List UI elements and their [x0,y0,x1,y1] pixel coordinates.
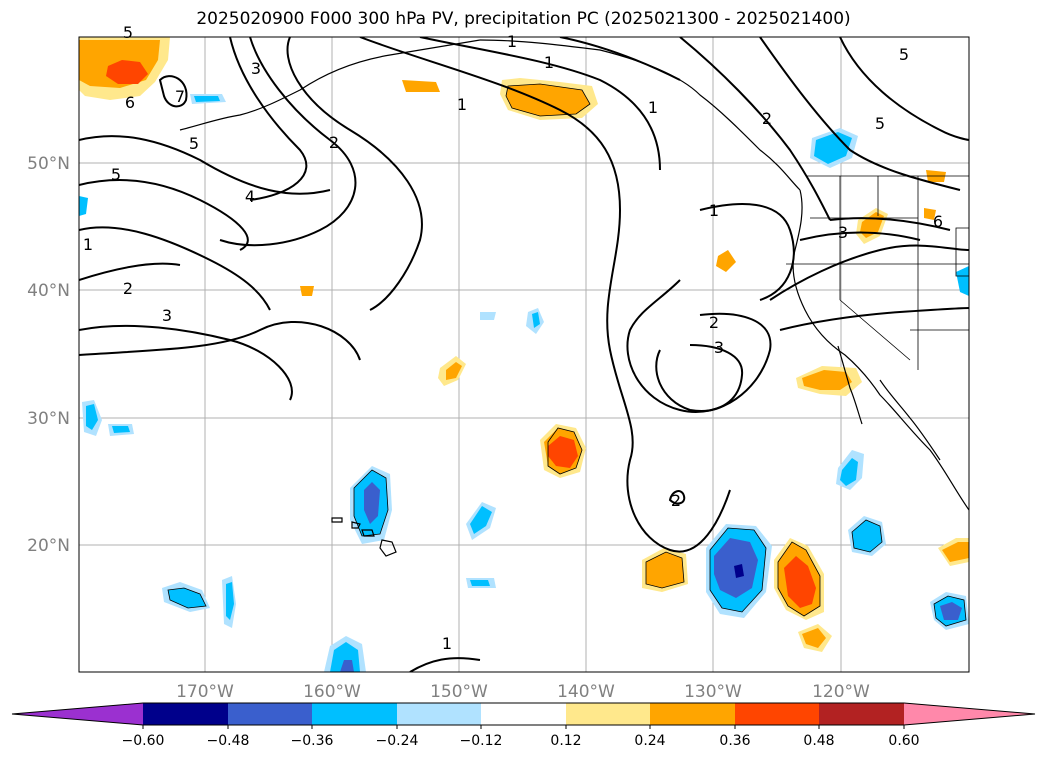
contour-label: 2 [709,313,719,332]
colorbar-tick-label: −0.36 [291,733,334,749]
political-borders [786,175,969,370]
colorbar-segment [397,703,481,725]
lat-label-50: 50°N [27,154,70,174]
colorbar-segment [312,703,397,725]
pv-contour-labels: 5 6 7 3 5 5 4 2 1 2 3 1 1 1 1 2 5 5 1 3 6 2 3 2 1 [83,23,943,653]
contour-label: 1 [83,235,93,254]
contour-label: 2 [671,491,681,510]
contour-label: 1 [709,201,719,220]
precipitation-contour-outlines [167,83,967,627]
contour-label: 7 [175,87,185,106]
colorbar: −0.60 −0.48 −0.36 −0.24 −0.12 0.12 0.24 0.36 0.4… [11,702,1036,749]
colorbar-segment [143,703,228,725]
contour-label: 2 [762,109,772,128]
longitude-labels: 170°W 160°W 150°W 140°W 130°W 120°W [176,682,870,702]
contour-label: 1 [457,95,467,114]
contour-label: 2 [329,133,339,152]
lon-label-130w: 130°W [684,682,742,702]
colorbar-segment [481,703,566,725]
colorbar-segment [566,703,650,725]
colorbar-tick-label: −0.24 [376,733,419,749]
colorbar-tick-label: 0.24 [634,733,665,749]
contour-label: 4 [245,187,255,206]
contour-label: 5 [111,165,121,184]
contour-label: 6 [933,212,943,231]
colorbar-tick-label: 0.36 [719,733,750,749]
lon-label-160w: 160°W [303,682,361,702]
colorbar-tick-label: −0.12 [460,733,503,749]
lat-label-40: 40°N [27,281,70,301]
contour-label: 3 [714,338,724,357]
contour-label: 3 [838,223,848,242]
colorbar-segment [228,703,312,725]
colorbar-extend-low [12,703,143,725]
colorbar-segment [819,703,904,725]
contour-label: 1 [648,98,658,117]
contour-label: 6 [125,93,135,112]
contour-label: 3 [251,59,261,78]
colorbar-tick-label: 0.48 [803,733,834,749]
contour-label: 1 [507,32,517,51]
precipitation-anomaly-patches [79,37,969,672]
colorbar-segment [735,703,819,725]
lat-label-20: 20°N [27,536,70,556]
contour-label: 3 [162,306,172,325]
figure-title: 2025020900 F000 300 hPa PV, precipitatio… [196,9,851,29]
contour-label: 5 [875,114,885,133]
latitude-labels: 50°N 40°N 30°N 20°N [27,154,70,556]
colorbar-tick-label: −0.60 [122,733,165,749]
colorbar-tick-label: 0.60 [888,733,919,749]
contour-label: 5 [189,134,199,153]
lon-label-120w: 120°W [812,682,870,702]
contour-label: 1 [442,634,452,653]
lon-label-170w: 170°W [176,682,234,702]
pv-contours [79,37,969,672]
colorbar-tick-label: −0.48 [207,733,250,749]
colorbar-segment [650,703,735,725]
contour-label: 5 [123,23,133,42]
lon-label-140w: 140°W [557,682,615,702]
lat-label-30: 30°N [27,409,70,429]
colorbar-tick-label: 0.12 [550,733,581,749]
contour-label: 2 [123,279,133,298]
contour-label: 1 [544,53,554,72]
coastlines [179,39,969,557]
lon-label-150w: 150°W [430,682,488,702]
contour-label: 5 [899,45,909,64]
map-frame [78,36,970,673]
colorbar-extend-high [904,703,1035,725]
